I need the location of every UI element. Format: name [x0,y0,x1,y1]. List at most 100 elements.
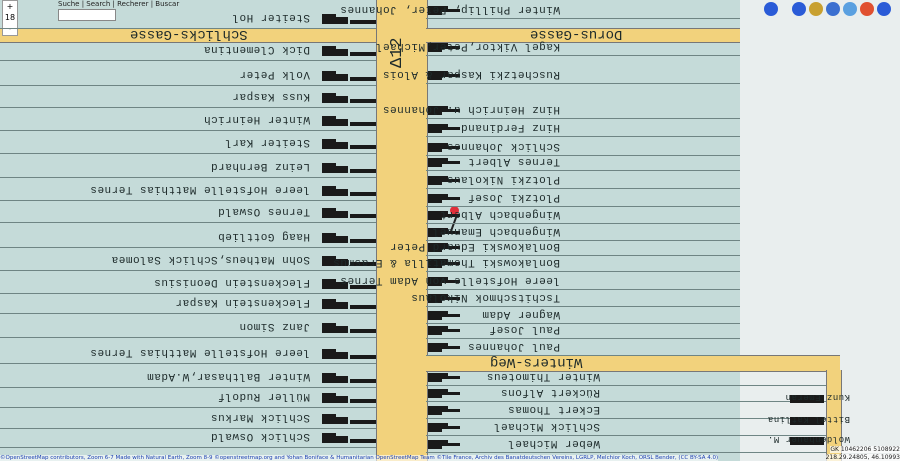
house [428,429,442,432]
house [428,311,448,314]
house [350,439,376,443]
house [428,412,442,415]
house [336,352,348,359]
search-box[interactable] [58,9,116,21]
icon[interactable] [764,2,778,16]
zoom-in[interactable]: + [6,2,14,11]
house [790,395,824,403]
house [336,142,348,149]
house [322,323,336,333]
plot-border [426,18,740,19]
house [322,116,336,126]
right-street [426,28,740,43]
street-label: Winters-Weg [490,354,583,370]
house [428,179,460,182]
house [336,166,348,173]
house [336,417,348,424]
icon[interactable] [860,2,874,16]
house [350,122,376,126]
house [428,182,442,185]
house [428,106,448,109]
house [428,228,448,231]
house [428,332,442,335]
plot-border [0,293,376,294]
plot-label: Tschitschmok Nikolaus [410,291,560,303]
plot-border [426,155,740,156]
house [428,234,442,237]
house [336,49,348,56]
house [336,236,348,243]
house [428,194,448,197]
plot-label: Bittel Katlina [767,414,850,424]
house [428,314,460,317]
house [428,297,460,300]
plot-border [426,452,826,453]
plot-label: Kuss Kaspar [231,90,310,102]
house [428,43,448,46]
plot-border [426,240,740,241]
coords-latlon: 218.29.24805, 46.10993 [825,454,900,461]
marker[interactable] [450,206,459,215]
plot-border [0,407,376,408]
house [428,349,442,352]
plot-border [426,118,740,119]
plot-label: Woldenhauer M. [767,434,850,444]
main-road [376,0,428,461]
plot-border [426,401,826,402]
house [428,373,448,376]
plot-border [426,355,740,356]
plot-border [426,223,740,224]
plot-label: Hinz Heinrich u. Johannes [382,103,560,115]
house [322,349,336,359]
house [428,294,448,297]
house [428,46,460,49]
plot-label: leere Hofstelle von Adam Ternes [339,274,560,286]
plot-label: Weber Michael [507,437,600,449]
house [350,145,376,149]
house [428,231,460,234]
house [428,130,442,133]
plot-border [0,177,376,178]
plot-border [426,255,740,256]
icon[interactable] [843,2,857,16]
house [350,20,376,24]
plot-border [0,85,376,86]
house [322,14,336,24]
house [322,433,336,443]
house [350,355,376,359]
house [428,317,442,320]
house [322,71,336,81]
house [350,239,376,243]
plot-label: Winter Thimoteus [486,370,600,382]
house [428,49,442,52]
icon[interactable] [877,2,891,16]
house [428,389,448,392]
house [428,9,460,12]
plot-border [426,206,740,207]
house [428,214,460,217]
house [428,158,448,161]
house [428,217,442,220]
icon[interactable] [826,2,840,16]
plot-label: Schlick Oswald [210,430,310,442]
house [336,396,348,403]
house [350,52,376,56]
house [350,420,376,424]
plot-border [426,170,740,171]
plot-label: Plotzki Josef [467,191,560,203]
icon[interactable] [792,2,806,16]
plot-label: Schlick Johannes [446,140,560,152]
house [350,77,376,81]
plot-border [0,130,376,131]
house [322,299,336,309]
icon[interactable] [809,2,823,16]
house [428,6,448,9]
house [790,417,824,425]
house [428,143,448,146]
house [428,127,460,130]
plot-border [426,418,826,419]
plot-label: Wagner Adam [481,308,560,320]
house [790,437,824,445]
paper-edge [740,0,900,461]
